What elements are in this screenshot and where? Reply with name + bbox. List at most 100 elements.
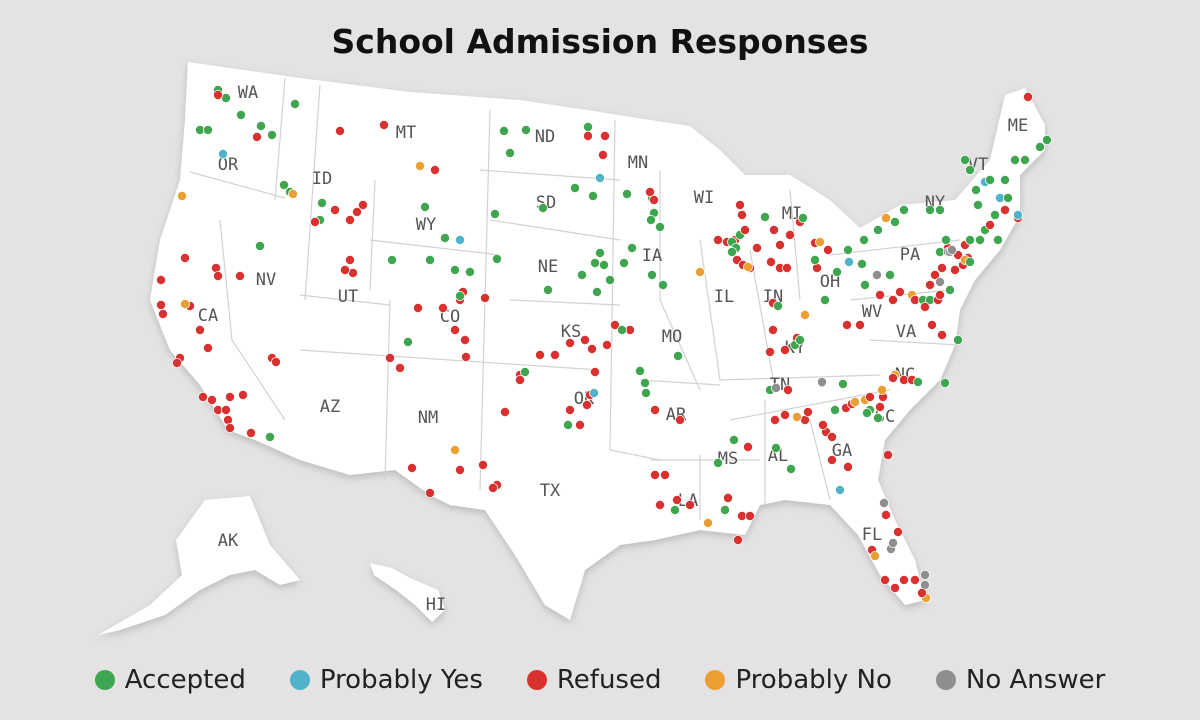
- school-dot-accepted: [449, 264, 460, 275]
- school-dot-refused: [842, 319, 853, 330]
- school-dot-refused: [645, 186, 656, 197]
- school-dot-refused: [583, 130, 594, 141]
- legend-swatch: [94, 670, 115, 690]
- legend-item-refused: Refused: [526, 665, 662, 695]
- school-dot-refused: [803, 406, 814, 417]
- school-dot-no-answer: [879, 497, 890, 508]
- school-dot-probably-no: [877, 384, 888, 395]
- school-dot-refused: [245, 427, 256, 438]
- school-dot-refused: [587, 343, 598, 354]
- state-label-ne: NE: [538, 257, 558, 277]
- school-dot-accepted: [965, 234, 976, 245]
- state-label-nd: ND: [535, 127, 555, 147]
- school-dot-accepted: [985, 174, 996, 185]
- legend-item-probably-no: Probably No: [705, 665, 892, 695]
- school-dot-accepted: [1042, 134, 1053, 145]
- school-dot-accepted: [820, 294, 831, 305]
- school-dot-refused: [737, 209, 748, 220]
- school-dot-refused: [309, 216, 320, 227]
- school-dot-refused: [499, 406, 510, 417]
- school-dot-refused: [650, 404, 661, 415]
- land-shapes: [98, 62, 1045, 635]
- school-dot-refused: [329, 204, 340, 215]
- school-dot-accepted: [941, 234, 952, 245]
- response-dots: [155, 85, 1053, 604]
- state-label-fl: FL: [862, 525, 882, 545]
- school-dot-refused: [206, 394, 217, 405]
- state-label-tx: TX: [540, 481, 561, 501]
- legend-item-no-answer: No Answer: [935, 665, 1105, 695]
- school-dot-refused: [855, 319, 866, 330]
- school-dot-refused: [910, 575, 921, 586]
- legend: Accepted Probably Yes Refused Probably No No…: [0, 660, 1200, 700]
- school-dot-accepted: [810, 254, 821, 265]
- school-dot-refused: [565, 337, 576, 348]
- legend-label: Refused: [556, 665, 662, 695]
- school-dot-accepted: [627, 242, 638, 253]
- school-dot-accepted: [520, 366, 531, 377]
- school-dot-refused: [937, 262, 948, 273]
- school-dot-accepted: [647, 269, 658, 280]
- school-dot-accepted: [940, 377, 951, 388]
- school-dot-accepted: [713, 457, 724, 468]
- school-dot-probably-no: [179, 298, 190, 309]
- school-dot-probably-no: [850, 396, 861, 407]
- school-dot-accepted: [255, 121, 266, 132]
- state-label-wy: WY: [416, 215, 436, 235]
- school-dot-refused: [685, 499, 696, 510]
- state-label-mt: MT: [396, 123, 416, 143]
- school-dot-accepted: [504, 147, 515, 158]
- school-dot-refused: [234, 270, 245, 281]
- school-dot-accepted: [386, 254, 397, 265]
- school-dot-accepted: [1035, 141, 1046, 152]
- school-dot-refused: [610, 319, 621, 330]
- state-label-me: ME: [1008, 116, 1028, 136]
- school-dot-refused: [723, 492, 734, 503]
- school-dot-probably-yes: [844, 256, 855, 267]
- school-dot-accepted: [577, 269, 588, 280]
- school-dot-accepted: [595, 247, 606, 258]
- school-dot-probably-no: [800, 309, 811, 320]
- school-dot-refused: [179, 252, 190, 263]
- school-dot-accepted: [619, 257, 630, 268]
- school-dot-accepted: [235, 110, 246, 121]
- school-dot-refused: [487, 482, 498, 493]
- school-dot-refused: [454, 464, 465, 475]
- state-label-ia: IA: [642, 246, 662, 266]
- school-dot-accepted: [862, 407, 873, 418]
- school-dot-refused: [735, 199, 746, 210]
- school-dot-accepted: [798, 212, 809, 223]
- school-dot-accepted: [498, 126, 509, 137]
- school-dot-refused: [925, 279, 936, 290]
- school-dot-accepted: [838, 378, 849, 389]
- school-dot-accepted: [720, 504, 731, 515]
- school-dot-accepted: [617, 324, 628, 335]
- school-dot-refused: [780, 344, 791, 355]
- school-dot-accepted: [885, 269, 896, 280]
- school-dot-refused: [357, 199, 368, 210]
- school-dot-accepted: [563, 419, 574, 430]
- state-label-ks: KS: [561, 322, 581, 342]
- school-dot-accepted: [727, 246, 738, 257]
- school-dot-accepted: [1000, 174, 1011, 185]
- school-dot-accepted: [729, 434, 740, 445]
- school-dot-no-answer: [771, 382, 782, 393]
- school-dot-refused: [412, 302, 423, 313]
- school-dot-accepted: [965, 256, 976, 267]
- school-dot-accepted: [773, 300, 784, 311]
- school-dot-refused: [535, 349, 546, 360]
- school-dot-refused: [598, 149, 609, 160]
- state-label-wi: WI: [694, 188, 714, 208]
- state-label-il: IL: [714, 287, 734, 307]
- school-dot-refused: [429, 164, 440, 175]
- school-dot-refused: [602, 339, 613, 350]
- school-dot-accepted: [873, 412, 884, 423]
- school-dot-no-answer: [920, 570, 931, 581]
- school-dot-refused: [890, 583, 901, 594]
- school-dot-accepted: [641, 387, 652, 398]
- school-dot-refused: [212, 90, 223, 101]
- school-dot-accepted: [439, 232, 450, 243]
- school-dot-refused: [351, 206, 362, 217]
- school-dot-refused: [881, 509, 892, 520]
- legend-swatch: [526, 670, 547, 690]
